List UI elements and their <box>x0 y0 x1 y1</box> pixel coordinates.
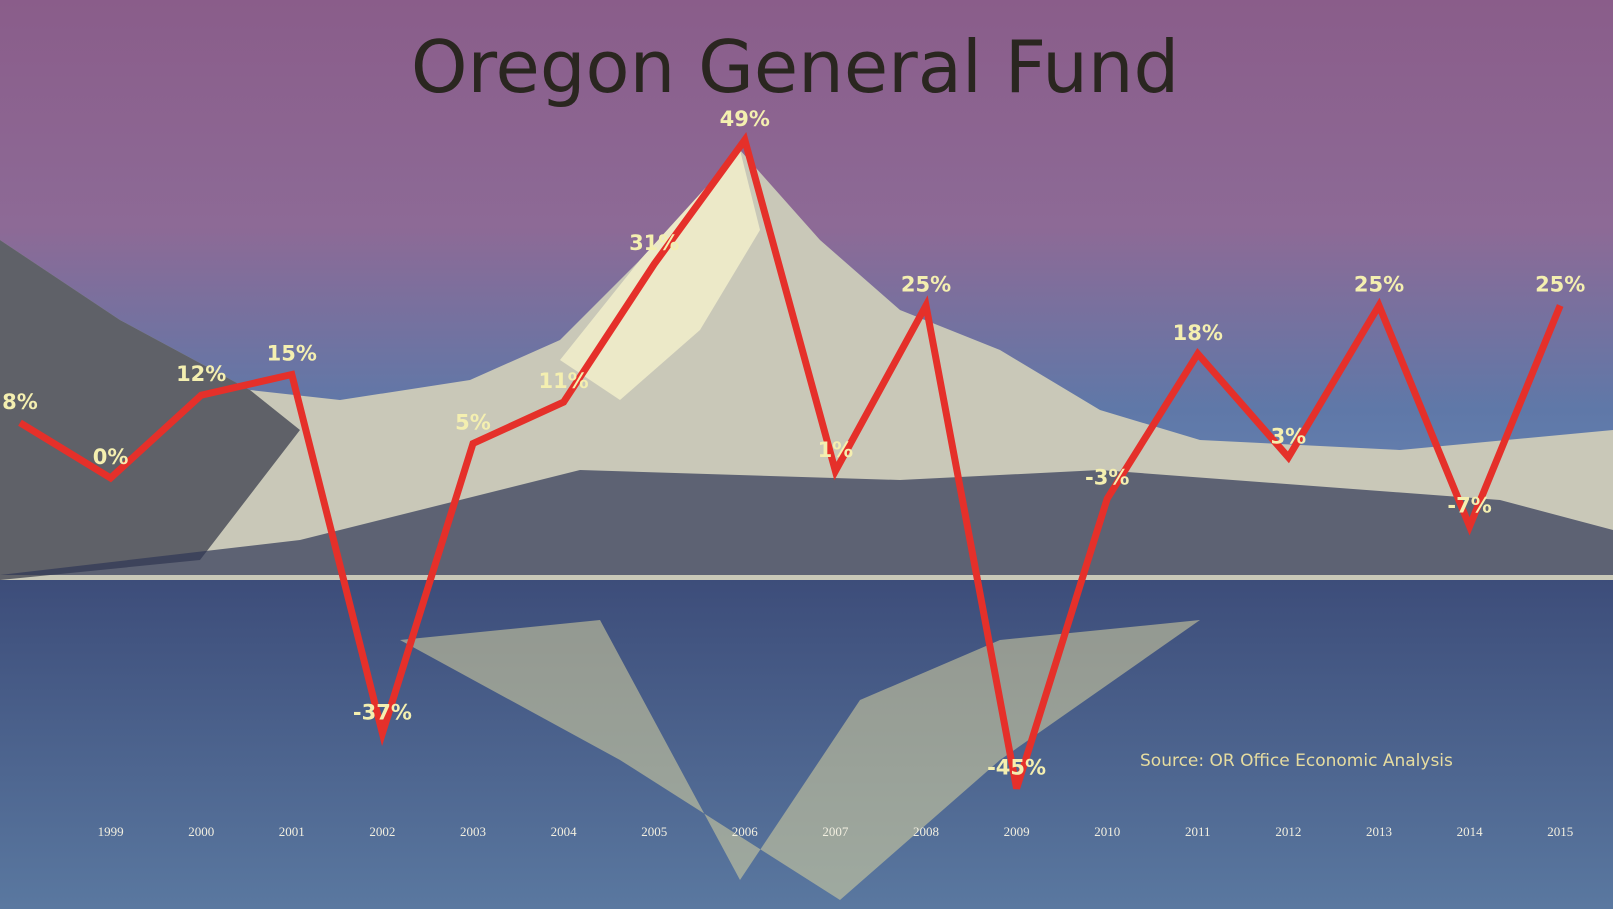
value-label: 31% <box>629 231 679 255</box>
value-label: 8% <box>2 390 38 414</box>
chart-title: Oregon General Fund <box>411 25 1179 109</box>
value-label: -45% <box>987 756 1046 780</box>
value-label: 1% <box>818 438 854 462</box>
x-tick-label: 2013 <box>1366 824 1392 839</box>
value-label: 25% <box>1535 273 1585 297</box>
x-tick-label: 2009 <box>1004 824 1030 839</box>
value-label: 49% <box>720 107 770 131</box>
value-label: 5% <box>455 411 491 435</box>
value-label: -3% <box>1085 466 1129 490</box>
x-tick-label: 2012 <box>1275 824 1301 839</box>
x-tick-label: 2000 <box>188 824 214 839</box>
x-tick-label: 2014 <box>1457 824 1484 839</box>
value-label: 3% <box>1271 424 1307 448</box>
x-tick-label: 2002 <box>369 824 395 839</box>
x-tick-label: 2005 <box>641 824 667 839</box>
value-label: 18% <box>1173 321 1223 345</box>
value-label: -37% <box>353 700 412 724</box>
value-label: 25% <box>1354 273 1404 297</box>
value-label: -7% <box>1447 493 1491 517</box>
x-tick-label: 2003 <box>460 824 486 839</box>
value-label: 25% <box>901 273 951 297</box>
x-tick-label: 2008 <box>913 824 939 839</box>
chart: Oregon General Fund Source: OR Office Ec… <box>0 0 1613 909</box>
x-tick-label: 2006 <box>732 824 759 839</box>
x-tick-label: 2015 <box>1547 824 1573 839</box>
value-label: 12% <box>176 362 226 386</box>
x-tick-label: 2010 <box>1094 824 1120 839</box>
x-tick-label: 2004 <box>551 824 578 839</box>
x-tick-label: 2007 <box>822 824 849 839</box>
x-tick-label: 2011 <box>1185 824 1211 839</box>
x-tick-label: 2001 <box>279 824 305 839</box>
x-tick-label: 1999 <box>98 824 124 839</box>
value-label: 15% <box>267 342 317 366</box>
source-note: Source: OR Office Economic Analysis <box>1140 751 1453 771</box>
value-label: 0% <box>93 445 129 469</box>
page: {"chart_data": {"type": "line", "title":… <box>0 0 1613 909</box>
value-label: 11% <box>538 369 588 393</box>
